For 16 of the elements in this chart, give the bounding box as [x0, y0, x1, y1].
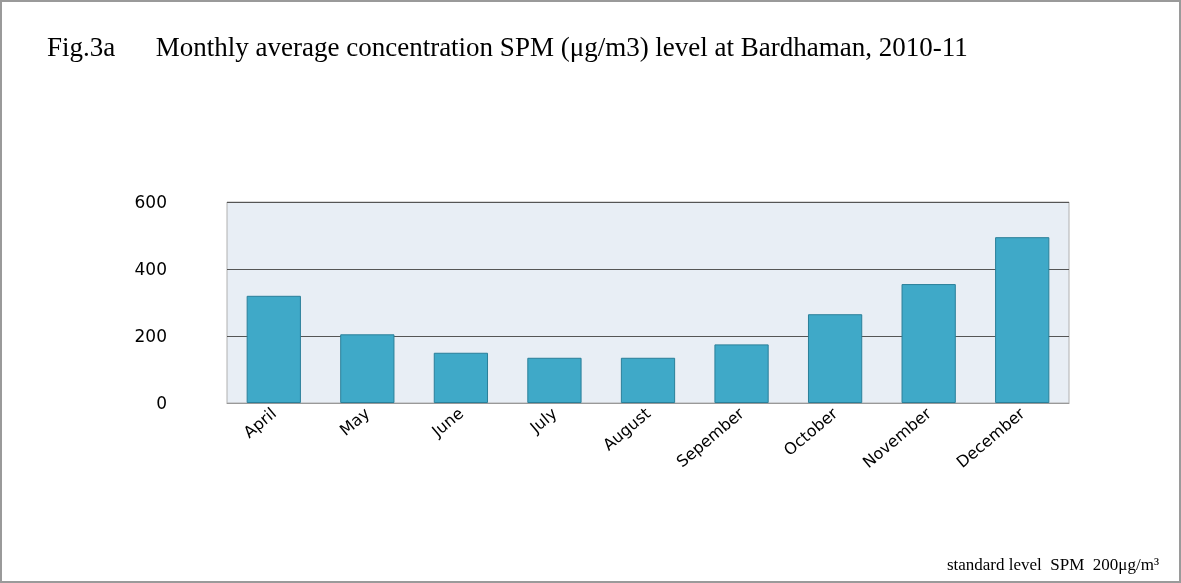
bar	[527, 357, 582, 403]
bar	[246, 295, 301, 403]
bar	[714, 344, 769, 403]
bar	[433, 352, 489, 403]
chart-title: Fig.3a Monthly average concentration SPM (μg/m3) level at Bardhaman, 2010-11	[47, 32, 968, 62]
x-tick-label: May	[335, 403, 374, 440]
bar	[901, 284, 956, 403]
bar	[620, 357, 676, 403]
y-tick-label: 400	[134, 259, 167, 279]
y-tick-label: 0	[156, 393, 167, 413]
bar	[340, 334, 395, 403]
y-tick-label: 600	[134, 192, 167, 212]
bar	[995, 237, 1050, 403]
bar	[807, 314, 863, 403]
y-tick-label: 200	[134, 326, 167, 346]
text: standard level SPM 200μg/m³	[946, 555, 1159, 574]
